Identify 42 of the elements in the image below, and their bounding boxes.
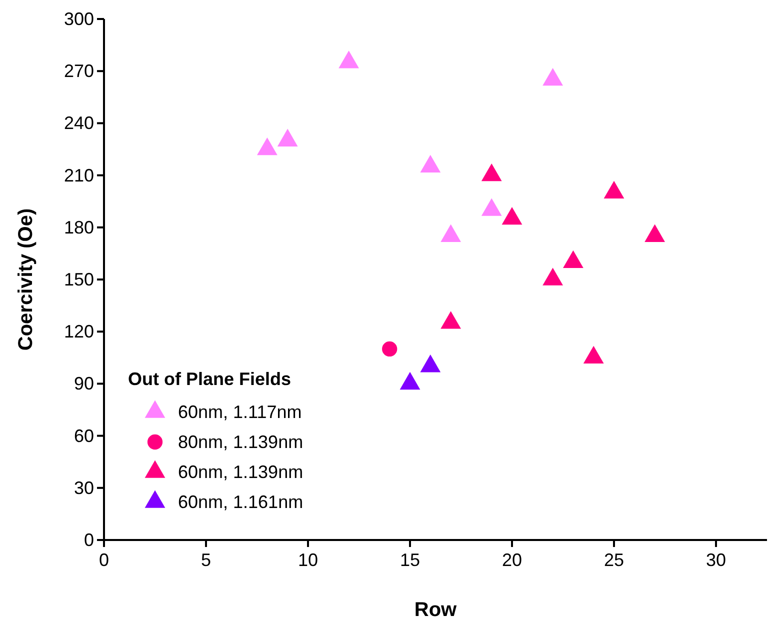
point — [542, 268, 563, 286]
point — [502, 206, 522, 225]
y-tick-label: 30 — [74, 478, 94, 498]
point — [440, 311, 461, 329]
point — [481, 164, 502, 182]
y-axis-title: Coercivity (Oe) — [15, 208, 37, 351]
y-tick-label: 210 — [64, 165, 94, 186]
legend-label: 60nm, 1.161nm — [178, 492, 304, 512]
x-axis-title: Row — [414, 599, 458, 621]
point — [257, 137, 278, 156]
point — [542, 68, 563, 86]
point — [644, 224, 665, 242]
point — [277, 128, 298, 146]
point — [420, 154, 441, 173]
y-tick-label: 180 — [64, 217, 94, 238]
y-tick-label: 60 — [74, 426, 94, 446]
point — [400, 372, 420, 390]
x-tick-label: 10 — [298, 550, 318, 570]
y-tick-label: 270 — [64, 61, 94, 82]
legend-title: Out of Plane Fields — [128, 369, 292, 389]
x-tick-label: 5 — [200, 550, 212, 570]
y-tick-label: 0 — [84, 530, 94, 550]
x-tick-label: 20 — [502, 550, 522, 570]
y-tick-label: 240 — [64, 113, 94, 134]
y-tick-label: 90 — [74, 374, 94, 394]
point — [563, 250, 584, 268]
legend-label: 60nm, 1.117nm — [178, 402, 302, 422]
x-tick-label: 0 — [98, 550, 110, 570]
point — [583, 346, 604, 364]
y-tick-label: 150 — [64, 270, 94, 290]
y-tick-label: 120 — [64, 322, 94, 342]
point — [440, 224, 461, 242]
point — [604, 180, 624, 199]
legend-label: 80nm, 1.139nm — [178, 432, 304, 452]
point — [338, 50, 359, 68]
x-tick-label: 30 — [706, 550, 726, 570]
y-tick-label: 300 — [64, 9, 94, 29]
x-tick-label: 25 — [604, 550, 624, 570]
point — [420, 354, 441, 372]
legend-label: 60nm, 1.139nm — [178, 462, 304, 482]
x-tick-label: 15 — [400, 550, 420, 570]
point — [481, 198, 502, 216]
